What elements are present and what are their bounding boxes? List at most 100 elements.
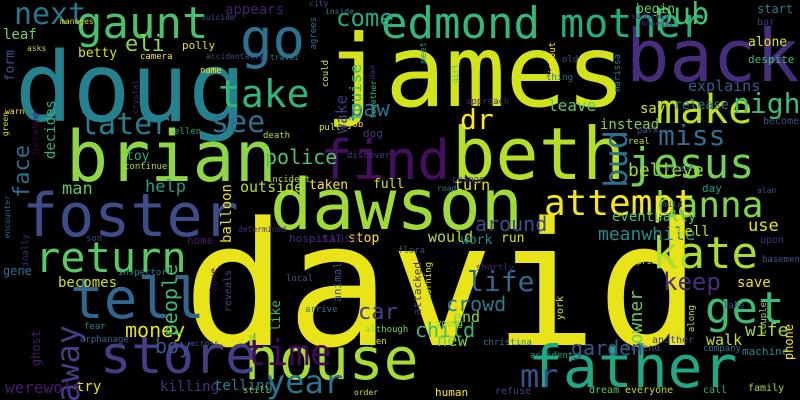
word-child: werewolf	[5, 378, 83, 397]
word-christina: refuse	[495, 386, 532, 397]
word-everyone: family	[748, 383, 785, 394]
word-mile: crystal	[131, 80, 140, 114]
word-release: day	[702, 182, 722, 195]
word-upon: mile	[663, 200, 683, 209]
word-shortly: attacked	[411, 262, 424, 315]
word-gaunt: gaunt	[76, 0, 209, 49]
word-jesus: jesus	[628, 139, 755, 188]
word-crystal: including	[31, 112, 40, 156]
word-road: york	[555, 296, 566, 321]
word-take: make	[656, 87, 753, 133]
word-however: marissa	[613, 54, 623, 92]
word-david: david	[183, 185, 701, 386]
word-year: time	[245, 333, 332, 374]
word-pull: incident	[267, 175, 311, 185]
word-money: crowd	[446, 292, 507, 316]
word-job: discover	[347, 151, 391, 161]
word-doug: doug	[15, 32, 247, 144]
word-eli: mother	[560, 1, 705, 47]
word-meanwhile: turn	[454, 176, 491, 194]
word-dawson: dawson	[270, 164, 523, 246]
word-face: boy	[155, 334, 192, 358]
word-couple: along	[687, 305, 697, 333]
word-say: release	[674, 98, 729, 113]
word-suicide: camera	[140, 52, 173, 62]
word-incident: road	[437, 184, 457, 193]
word-lake: park	[637, 126, 659, 136]
word-ghost: fear	[84, 322, 106, 332]
word-accidentally: name	[200, 66, 222, 76]
word-return: return	[35, 233, 187, 282]
word-later: see	[211, 105, 266, 140]
word-approach: meet	[419, 42, 429, 64]
word-end: child	[415, 318, 476, 342]
word-marissa: old	[562, 55, 579, 65]
word-old: approach	[466, 97, 510, 107]
word-continue: death	[263, 131, 291, 141]
word-animal: determined	[238, 225, 287, 234]
word-killing: owner	[626, 290, 647, 345]
word-encounter: warn	[5, 107, 25, 116]
word-street: encounter	[3, 195, 12, 239]
word-determined: son	[86, 234, 103, 244]
word-reveals: order	[354, 388, 379, 397]
word-keep: mr	[520, 357, 559, 395]
word-edmond: edmond	[381, 0, 540, 49]
word-polly: hospital	[289, 232, 342, 245]
word-human: dream	[589, 385, 620, 396]
word-across: love	[209, 268, 220, 293]
word-run: would	[428, 228, 474, 246]
word-try: garden	[571, 336, 644, 360]
word-james: james	[325, 13, 627, 130]
word-dan: agrees	[309, 17, 319, 50]
word-change: flora	[398, 246, 426, 256]
word-inside: suicide	[201, 13, 235, 22]
word-people: money	[125, 318, 186, 342]
word-hospital: stop	[348, 231, 380, 246]
word-orphanage: across	[190, 339, 219, 348]
word-along: basement	[762, 255, 800, 265]
word-morning: animal	[331, 262, 344, 302]
word-new: telling	[214, 378, 274, 394]
word-name: continue	[124, 162, 168, 172]
word-girl: together	[369, 80, 378, 119]
word-like: inspector	[118, 268, 167, 278]
word-stop: leaf	[3, 27, 37, 43]
word-save: run	[501, 231, 525, 246]
word-store: store	[100, 326, 257, 386]
word-eventually: appears	[225, 2, 285, 18]
word-house: house	[244, 325, 419, 393]
word-begin: polly	[182, 39, 216, 52]
word-love: still	[243, 386, 271, 396]
word-would: new	[437, 331, 468, 351]
word-inspector: finally	[21, 234, 31, 272]
word-young: accident	[530, 351, 574, 361]
word-manages: however	[641, 19, 675, 28]
word-owner: wife	[745, 320, 789, 341]
word-work: end	[453, 308, 481, 326]
word-come: eli	[125, 32, 165, 57]
word-green: manages	[60, 17, 94, 26]
word-without: girl	[451, 64, 460, 84]
word-miss: later	[80, 107, 171, 142]
word-alan: street	[665, 164, 694, 173]
word-another: machine	[742, 345, 789, 358]
word-telling: killing	[160, 379, 220, 395]
word-home: balloon	[219, 184, 235, 244]
word-call: another	[652, 335, 695, 346]
word-walk: sell	[676, 224, 710, 240]
word-explains: home	[187, 234, 214, 247]
word-form: start	[757, 2, 794, 16]
word-company: priest	[637, 257, 666, 266]
word-father: father	[528, 333, 738, 400]
word-boy: car	[358, 300, 398, 325]
word-sell: work	[461, 233, 493, 248]
word-louise: say	[640, 101, 666, 117]
word-discover: change	[452, 175, 485, 185]
word-turn: around	[475, 212, 548, 236]
word-beth: beth	[452, 112, 626, 196]
word-accident: human	[435, 386, 469, 399]
word-ellen: job	[347, 120, 364, 130]
word-many: couple	[759, 302, 769, 335]
